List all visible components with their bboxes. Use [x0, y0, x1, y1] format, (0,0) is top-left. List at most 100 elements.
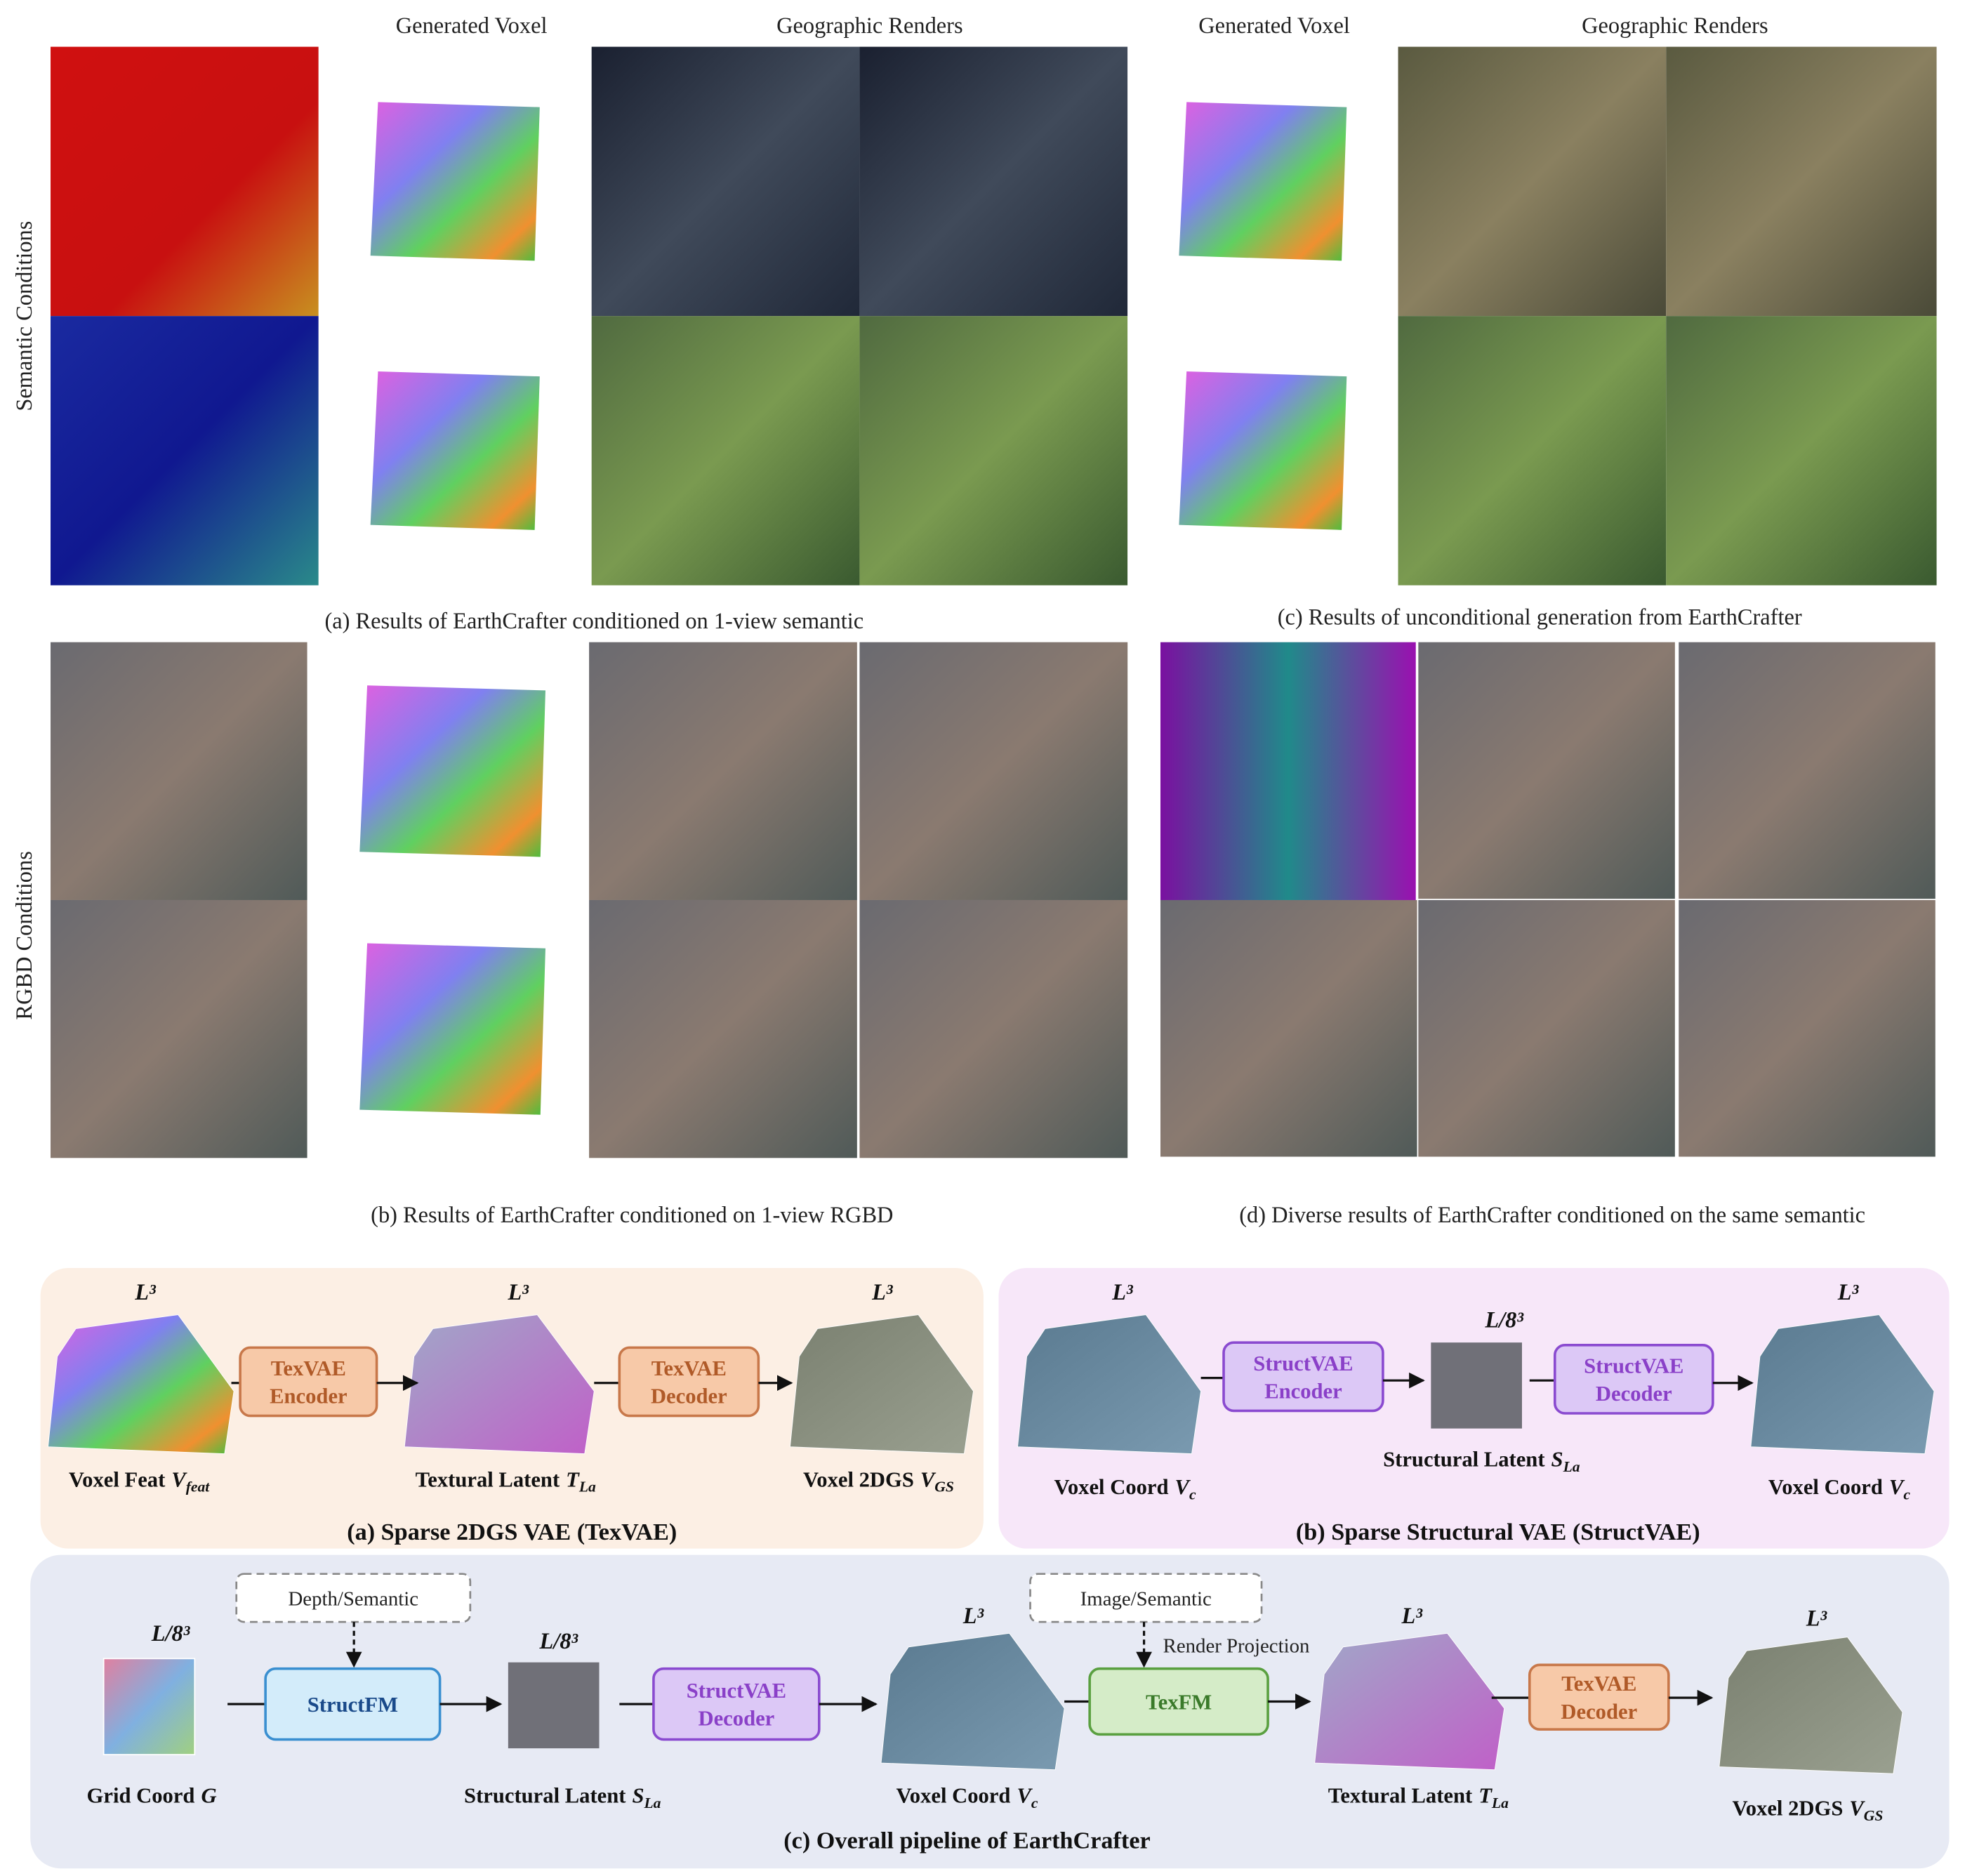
panel-caption: (b) Sparse Structural VAE (StructVAE): [1296, 1519, 1700, 1545]
label-sub: c: [1189, 1486, 1196, 1502]
label-sub: La: [644, 1795, 661, 1811]
label-var: V: [1849, 1797, 1865, 1821]
render: [591, 316, 860, 586]
module-text: StructVAE: [687, 1679, 786, 1703]
column-header: Geographic Renders: [776, 13, 962, 39]
condition-text: Image/Semantic: [1080, 1588, 1212, 1611]
size-label: L³: [871, 1280, 894, 1305]
voxel-terrain: [880, 1632, 1065, 1771]
row-label: Semantic Conditions: [12, 221, 37, 411]
render: [1679, 899, 1935, 1157]
render: [859, 899, 1128, 1158]
render: [859, 46, 1128, 317]
node-label: Voxel Coord Vc: [896, 1784, 1038, 1811]
label-var: T: [1478, 1784, 1493, 1808]
panel-caption: (a) Sparse 2DGS VAE (TexVAE): [347, 1519, 677, 1545]
node-label: Structural Latent SLa: [1383, 1448, 1580, 1475]
voxel-terrain: [404, 1314, 595, 1455]
module-text: Decoder: [651, 1385, 727, 1408]
label-var: S: [632, 1784, 644, 1808]
module-text: Encoder: [1264, 1379, 1342, 1403]
voxel-terrain: [789, 1314, 974, 1455]
caption: (d) Diverse results of EarthCrafter cond…: [1239, 1203, 1865, 1228]
module-block: [264, 1667, 442, 1741]
caption: (b) Results of EarthCrafter conditioned …: [371, 1203, 893, 1228]
render: [1418, 899, 1675, 1157]
voxel-render: [359, 685, 545, 857]
label-sub: La: [578, 1479, 596, 1495]
module-text: TexVAE: [651, 1356, 727, 1380]
module-text: StructFM: [307, 1693, 398, 1717]
label-var: V: [171, 1467, 187, 1491]
column-header: Generated Voxel: [396, 13, 548, 39]
render: [589, 899, 857, 1158]
render: [1160, 899, 1417, 1157]
structural-latent: [1431, 1342, 1522, 1429]
label-sub: La: [1563, 1458, 1580, 1475]
label-var: V: [1175, 1475, 1191, 1499]
rgb-image: [51, 642, 307, 900]
render: [859, 642, 1128, 900]
module-block: [618, 1346, 760, 1418]
label-var: V: [1017, 1784, 1033, 1808]
size-label: L³: [1806, 1606, 1828, 1631]
render: [1679, 642, 1935, 899]
voxel-render: [370, 102, 540, 261]
module-text: Encoder: [270, 1385, 348, 1408]
voxel-terrain: [47, 1314, 234, 1455]
module-block: [1222, 1341, 1384, 1413]
module-text: Decoder: [698, 1707, 774, 1731]
node-label: Textural Latent TLa: [1328, 1784, 1509, 1811]
node-label: Textural Latent TLa: [416, 1467, 596, 1495]
render: [1418, 642, 1675, 899]
semantic-map: [51, 316, 319, 586]
label-sub: feat: [186, 1479, 211, 1495]
module-text: Decoder: [1596, 1382, 1672, 1406]
label-var: S: [1551, 1448, 1563, 1472]
size-label: L/8³: [539, 1629, 579, 1654]
module-text: StructVAE: [1253, 1352, 1353, 1375]
label-text: Textural Latent: [416, 1467, 560, 1491]
panel-caption: (c) Overall pipeline of EarthCrafter: [783, 1828, 1150, 1854]
render: [1398, 316, 1667, 586]
label-sub: c: [1903, 1486, 1910, 1502]
voxel-render: [359, 943, 545, 1115]
label-text: Voxel Feat: [69, 1467, 166, 1491]
module-text: TexVAE: [271, 1356, 346, 1380]
label-text: Voxel 2DGS: [803, 1467, 914, 1491]
module-block: [239, 1346, 378, 1418]
node-label: Voxel Feat Vfeat: [69, 1467, 210, 1495]
caption: (a) Results of EarthCrafter conditioned …: [324, 609, 863, 634]
voxel-terrain: [1314, 1632, 1505, 1771]
label-var: V: [920, 1467, 937, 1491]
condition-box: [1029, 1573, 1263, 1623]
node-label: Voxel Coord Vc: [1054, 1475, 1196, 1502]
node-label: Grid Coord G: [87, 1784, 217, 1808]
caption: (c) Results of unconditional generation …: [1278, 605, 1802, 630]
label-var: G: [201, 1784, 216, 1808]
voxel-render: [370, 371, 540, 530]
render: [591, 46, 860, 317]
voxel-render: [1179, 102, 1347, 261]
label-text: Grid Coord: [87, 1784, 195, 1808]
voxel-terrain: [1017, 1314, 1202, 1455]
size-label: L³: [1401, 1604, 1424, 1629]
render: [1666, 316, 1937, 586]
rgb-image: [51, 899, 307, 1158]
module-text: TexFM: [1146, 1690, 1212, 1714]
condition-text: Depth/Semantic: [289, 1588, 419, 1611]
label-text: Structural Latent: [464, 1784, 626, 1808]
semantic-map: [51, 46, 319, 317]
module-block: [1553, 1343, 1714, 1415]
label-var: T: [566, 1467, 580, 1491]
module-text: StructVAE: [1584, 1354, 1683, 1378]
size-label: L³: [962, 1604, 985, 1629]
render: [589, 642, 857, 900]
label-sub: GS: [1864, 1807, 1884, 1824]
label-var: V: [1889, 1475, 1905, 1499]
module-text: TexVAE: [1561, 1672, 1636, 1696]
label-text: Voxel 2DGS: [1732, 1797, 1843, 1821]
grid-cube: [102, 1658, 196, 1756]
size-label: L³: [508, 1280, 530, 1305]
